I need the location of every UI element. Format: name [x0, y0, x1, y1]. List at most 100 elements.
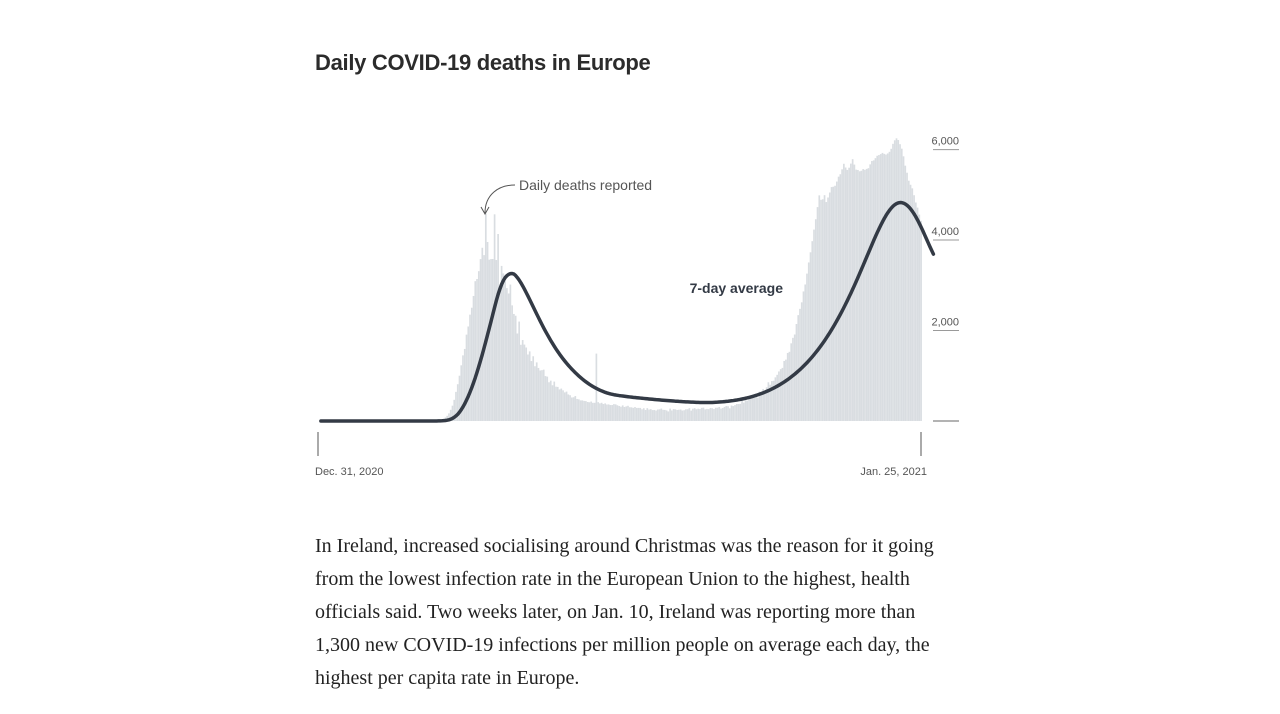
- daily-bar: [878, 155, 880, 422]
- daily-bar: [562, 390, 564, 421]
- daily-bar: [725, 406, 728, 421]
- daily-bar: [465, 334, 468, 421]
- daily-bar: [493, 214, 496, 421]
- daily-bar: [876, 155, 879, 421]
- daily-bar: [920, 220, 922, 421]
- daily-bar: [804, 284, 807, 421]
- daily-bar: [649, 409, 652, 421]
- daily-bar: [655, 410, 657, 421]
- daily-bar: [627, 405, 629, 421]
- daily-bar: [788, 351, 791, 421]
- daily-bar: [744, 400, 747, 421]
- daily-bar: [737, 404, 740, 421]
- daily-bar: [456, 384, 459, 421]
- daily-bar: [539, 370, 542, 421]
- daily-bar: [872, 160, 875, 421]
- y-tick-label: 2,000: [931, 317, 959, 329]
- daily-bar: [913, 195, 915, 421]
- daily-bar: [541, 370, 543, 421]
- daily-bar: [821, 199, 824, 421]
- daily-bar: [602, 404, 605, 421]
- daily-bar: [599, 403, 601, 421]
- daily-bar: [560, 388, 563, 421]
- daily-bar: [644, 410, 647, 421]
- daily-bar: [551, 385, 554, 421]
- daily-bar: [569, 395, 571, 421]
- daily-bar: [792, 337, 794, 421]
- daily-bar: [458, 375, 461, 421]
- annotation-arrowhead: [480, 206, 490, 216]
- deaths-chart: 2,000 4,000 6,000 Dec. 31, 2020 Jan. 25, 2…: [315, 136, 959, 478]
- daily-bar: [525, 347, 528, 421]
- daily-bar: [495, 260, 498, 421]
- daily-bar: [516, 333, 519, 421]
- daily-bar: [672, 409, 675, 421]
- daily-bar: [667, 411, 670, 421]
- daily-bar: [639, 407, 642, 421]
- daily-bar: [451, 405, 454, 421]
- daily-bar: [574, 396, 577, 421]
- daily-bar: [467, 326, 470, 421]
- daily-bar: [514, 315, 517, 421]
- daily-bar: [762, 388, 764, 421]
- daily-bar: [532, 356, 535, 421]
- daily-bar: [679, 409, 682, 421]
- daily-bar: [786, 352, 789, 421]
- daily-bar: [453, 399, 456, 421]
- daily-bar: [914, 202, 917, 421]
- daily-bar: [830, 187, 833, 421]
- daily-bar: [809, 252, 812, 421]
- daily-bar: [748, 399, 750, 421]
- daily-bar: [886, 153, 889, 421]
- daily-bar: [727, 406, 729, 421]
- daily-bar: [764, 391, 766, 421]
- daily-bar: [665, 410, 668, 421]
- daily-bar: [688, 408, 691, 421]
- daily-bar: [799, 308, 801, 421]
- daily-bar: [832, 186, 835, 421]
- daily-bar: [818, 195, 821, 421]
- daily-bar: [765, 387, 768, 421]
- daily-bar: [702, 407, 705, 421]
- daily-bar: [685, 409, 687, 421]
- daily-bar: [511, 305, 513, 421]
- daily-bar: [778, 371, 780, 421]
- daily-bar: [846, 169, 849, 421]
- daily-bar: [518, 321, 520, 421]
- daily-bar: [909, 184, 912, 421]
- daily-bar: [469, 314, 471, 421]
- daily-bar: [600, 402, 603, 421]
- daily-bar: [769, 384, 771, 421]
- daily-bar: [658, 409, 661, 421]
- daily-bar: [683, 410, 685, 421]
- daily-bar: [664, 409, 666, 421]
- daily-bar: [581, 400, 584, 421]
- daily-bar: [674, 409, 677, 421]
- daily-bar: [563, 392, 566, 421]
- daily-bar: [507, 293, 510, 421]
- y-tick-label: 4,000: [931, 226, 959, 238]
- daily-bar: [693, 408, 696, 421]
- x-end-label: Jan. 25, 2021: [860, 466, 927, 478]
- daily-bar: [760, 392, 763, 421]
- daily-bar: [781, 367, 784, 421]
- daily-bar: [911, 188, 914, 421]
- daily-bar: [609, 405, 612, 421]
- daily-bar: [718, 406, 721, 421]
- daily-bar: [860, 170, 863, 421]
- daily-bar: [774, 377, 777, 421]
- daily-bar: [613, 404, 615, 421]
- daily-bar: [793, 334, 796, 421]
- daily-bar: [820, 199, 822, 421]
- daily-bar: [783, 360, 786, 421]
- daily-bar: [802, 291, 805, 421]
- daily-bar: [699, 409, 701, 421]
- daily-bar: [527, 354, 529, 421]
- daily-bar: [463, 348, 466, 421]
- daily-bar: [869, 164, 872, 422]
- daily-bar: [918, 214, 921, 421]
- daily-bar: [811, 241, 814, 421]
- daily-bar: [576, 398, 578, 421]
- daily-bar: [855, 169, 857, 421]
- daily-bar: [751, 397, 754, 421]
